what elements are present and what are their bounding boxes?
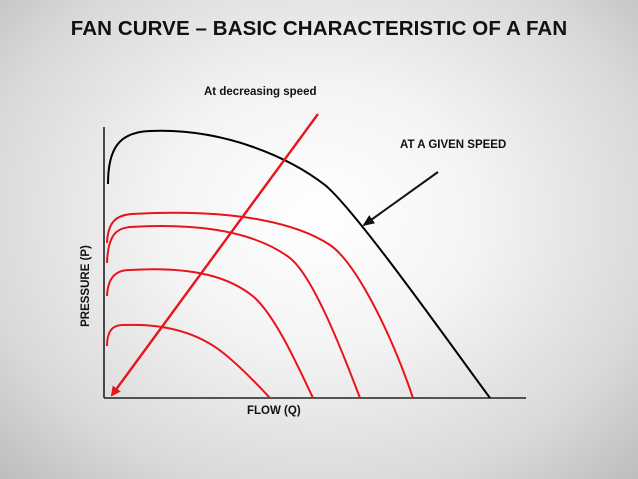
page-title: FAN CURVE – BASIC CHARACTERISTIC OF A FA… <box>70 17 568 40</box>
x-axis-label: FLOW (Q) <box>247 405 301 417</box>
reduced-speed-curve-1 <box>106 211 414 399</box>
given-speed-curve <box>107 129 491 399</box>
arrow-pointer-icon <box>362 171 439 227</box>
reduced-speed-curve-top <box>107 172 415 398</box>
reduced-speed-curve-0 <box>107 172 413 398</box>
reduced-speed-curve-2 <box>106 225 361 399</box>
decreasing-speed-label: At decreasing speed <box>204 86 317 98</box>
given-speed-label: AT A GIVEN SPEED <box>400 139 507 151</box>
reduced-speed-curve-3 <box>106 268 314 399</box>
diagonal-arrow-icon <box>110 113 319 397</box>
reduced-speed-curve-4 <box>106 323 271 399</box>
